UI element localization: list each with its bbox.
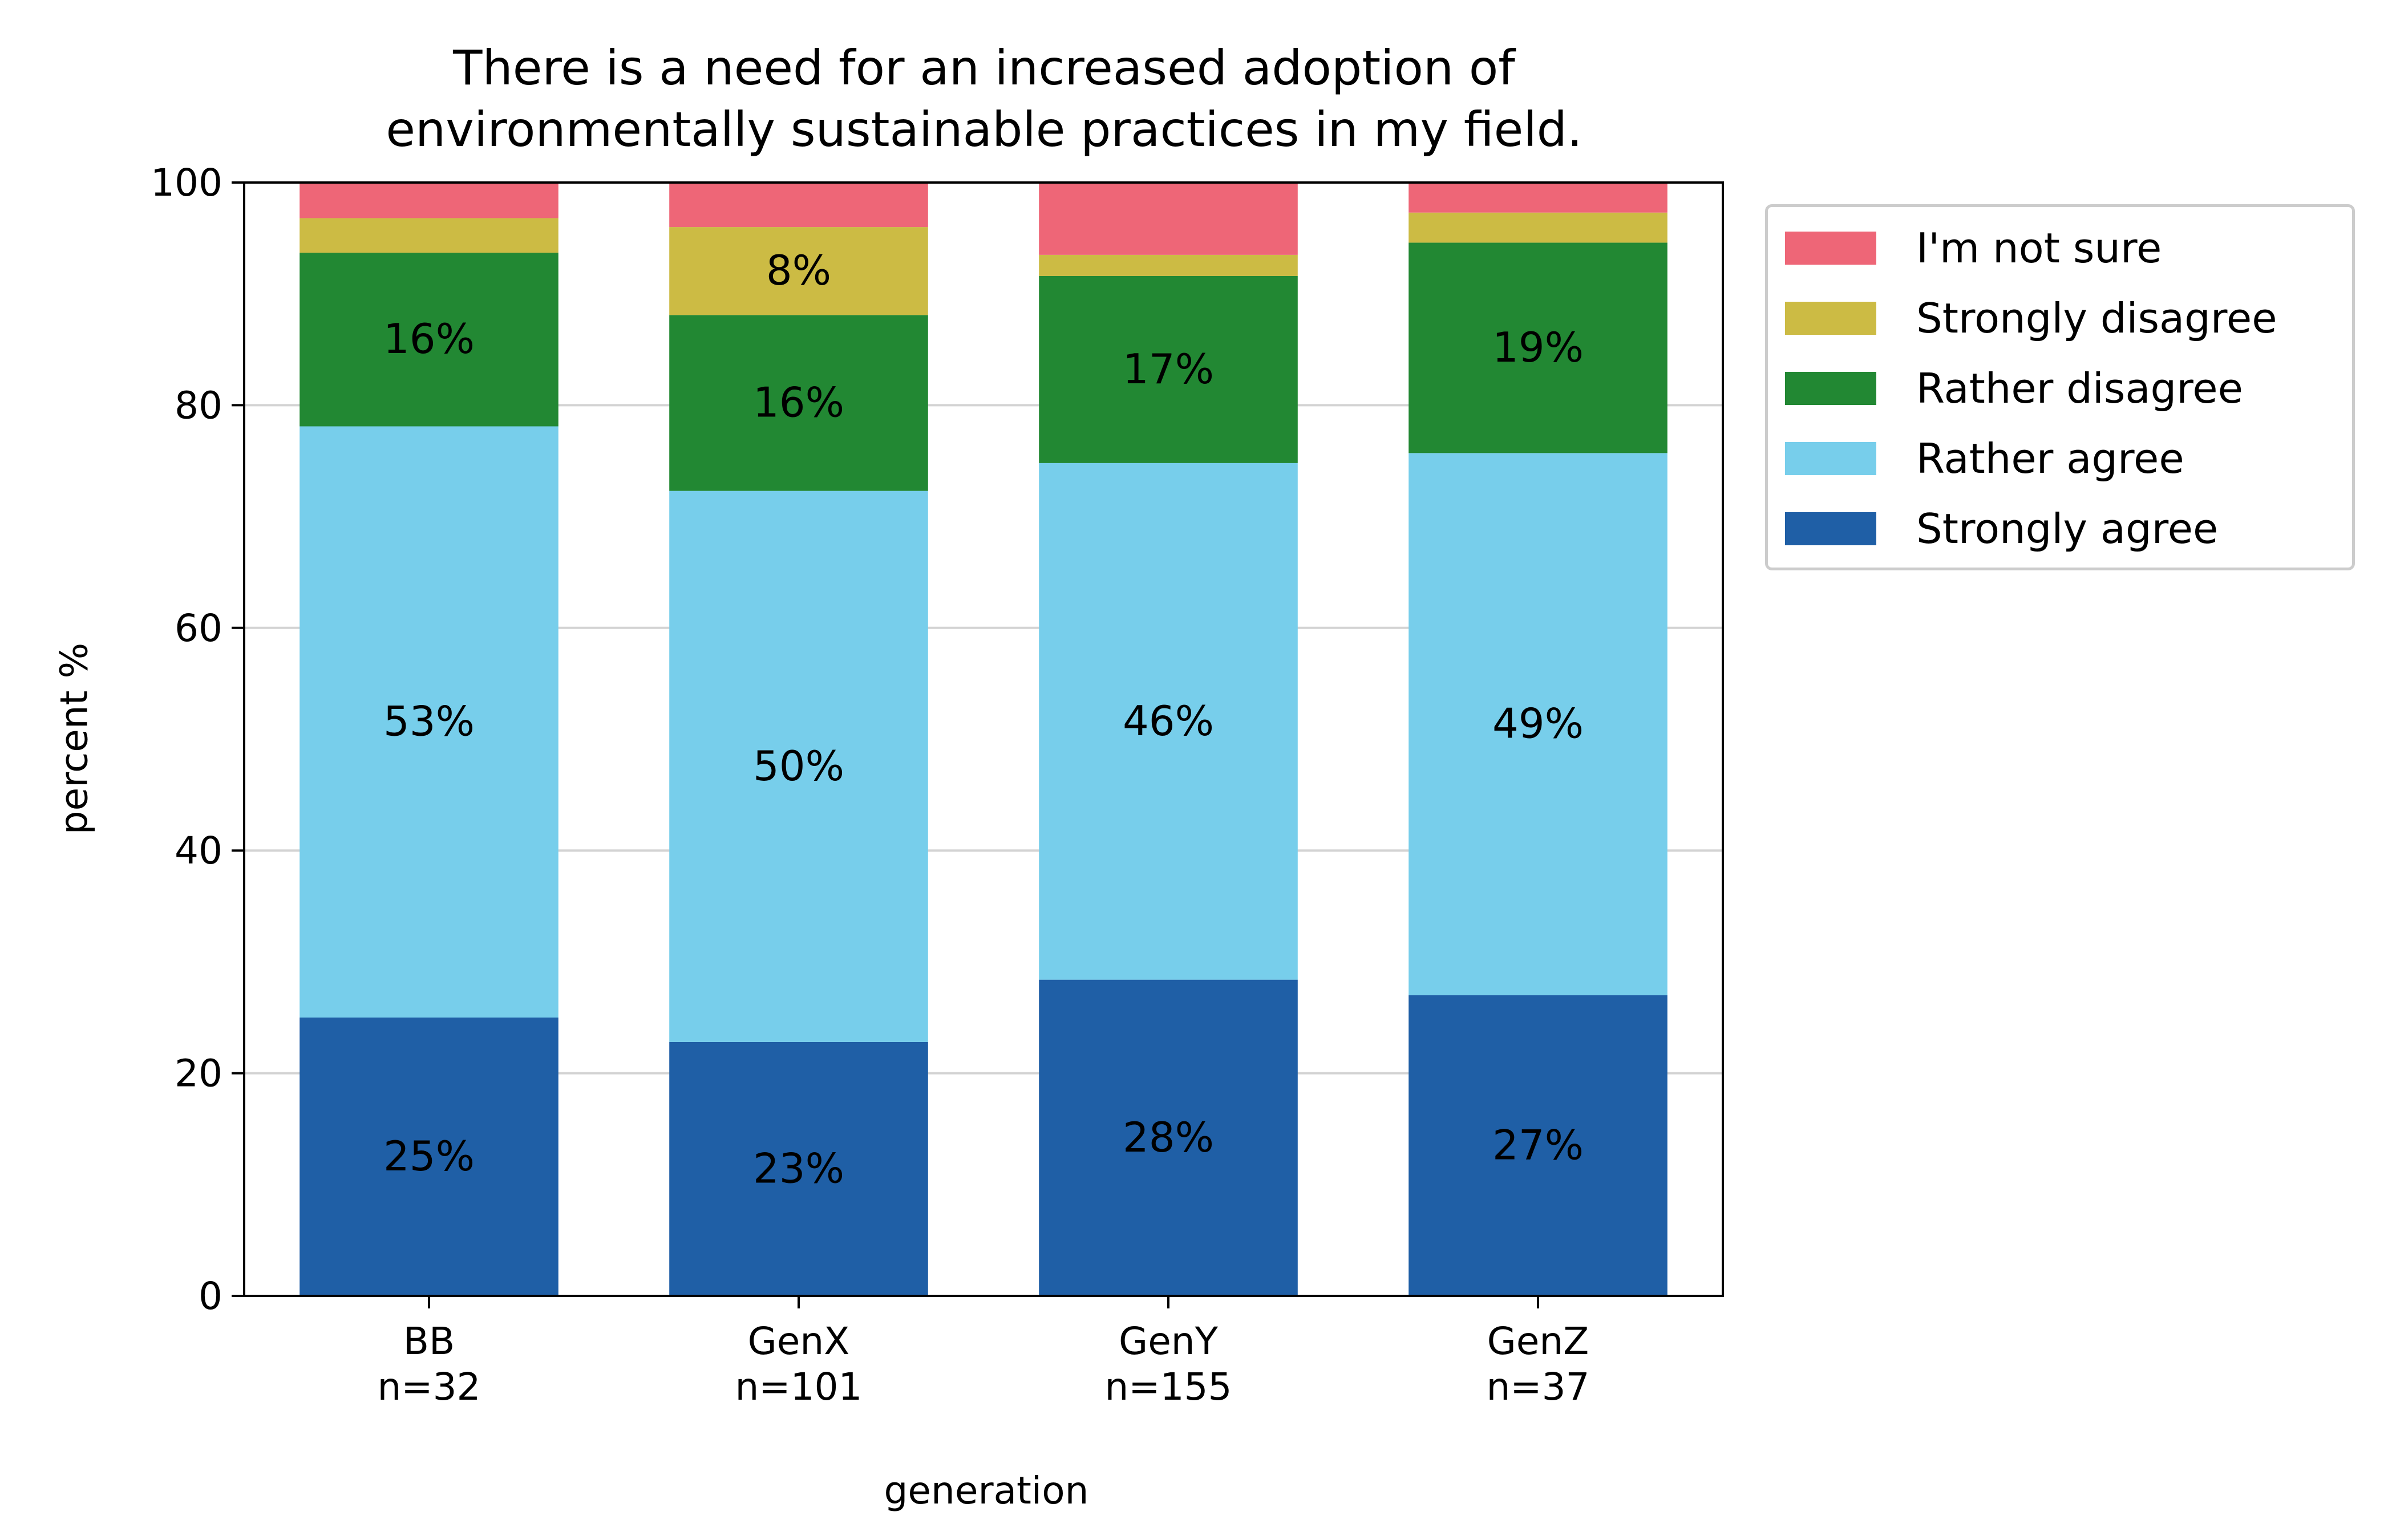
bar-segment: [669, 491, 928, 1042]
bar-segment: [669, 315, 928, 491]
y-tick-label: 20: [175, 1052, 222, 1096]
bar-segment: [1409, 453, 1668, 995]
data-label: 17%: [1123, 345, 1214, 393]
legend-label: Rather agree: [1916, 435, 2184, 483]
bar-segment: [669, 227, 928, 315]
data-label: 27%: [1492, 1121, 1584, 1169]
data-labels: 25% 53% 16% 23% 50% 16% 8% 28% 46% 17% 27% 49% 19%: [383, 246, 1584, 1192]
y-axis-label: percent %: [52, 642, 96, 835]
data-label: 50%: [753, 742, 844, 790]
legend-label: Rather disagree: [1916, 364, 2243, 412]
bar-segment: [300, 426, 558, 1018]
data-label: 16%: [753, 378, 844, 426]
bar-segment: [1409, 183, 1668, 213]
y-tick-label: 100: [151, 161, 222, 205]
data-label: 49%: [1492, 700, 1584, 748]
legend-swatch: [1785, 442, 1876, 475]
chart-title-line-2: environmentally sustainable practices in…: [386, 102, 1583, 157]
bar-segment: [1409, 212, 1668, 243]
legend-item-strongly-agree: Strongly agree: [1785, 505, 2219, 553]
bar-segment: [300, 1018, 558, 1296]
bar-segment: [1039, 979, 1298, 1296]
bar-segment: [1409, 242, 1668, 453]
x-tick-label: GenX: [748, 1319, 850, 1363]
bar-segment: [669, 1041, 928, 1296]
bar-segment: [1039, 275, 1298, 463]
y-tick-label: 0: [199, 1274, 222, 1318]
legend-item-strongly-disagree: Strongly disagree: [1785, 294, 2277, 342]
legend-swatch: [1785, 302, 1876, 335]
data-label: 28%: [1123, 1113, 1214, 1161]
bar-segment: [300, 252, 558, 427]
chart-title: There is a need for an increased adoptio…: [171, 37, 1797, 160]
data-label: 25%: [383, 1132, 475, 1180]
data-label: 19%: [1492, 323, 1584, 371]
legend-swatch: [1785, 372, 1876, 405]
data-label: 23%: [753, 1144, 844, 1192]
chart-title-line-1: There is a need for an increased adoptio…: [453, 40, 1515, 96]
legend-swatch: [1785, 232, 1876, 265]
data-label: 53%: [383, 698, 475, 745]
bar-segment: [669, 183, 928, 228]
data-label: 8%: [766, 246, 831, 294]
legend: I'm not sure Strongly disagree Rather di…: [1765, 204, 2355, 570]
y-tick-label: 60: [175, 606, 222, 650]
legend-item-not-sure: I'm not sure: [1785, 224, 2162, 272]
bar-segment: [1039, 463, 1298, 980]
legend-label: I'm not sure: [1916, 224, 2162, 272]
bars: [300, 183, 1668, 1296]
x-tick-label: GenY: [1119, 1319, 1219, 1363]
bar-segment: [1409, 995, 1668, 1296]
bar-segment: [300, 218, 558, 253]
x-axis-label: generation: [884, 1469, 1089, 1513]
x-tick-label: GenZ: [1487, 1319, 1589, 1363]
y-tick-label: 40: [175, 829, 222, 873]
x-tick-label: BB: [403, 1319, 455, 1363]
data-label: 46%: [1123, 697, 1214, 745]
bar-segment: [1039, 183, 1298, 255]
legend-label: Strongly agree: [1916, 505, 2219, 553]
plot-frame: [243, 181, 1724, 1297]
bar-segment: [1039, 254, 1298, 276]
x-tick-count-label: n=101: [735, 1365, 862, 1409]
x-tick-count-label: n=155: [1104, 1365, 1232, 1409]
legend-label: Strongly disagree: [1916, 294, 2277, 342]
legend-swatch: [1785, 512, 1876, 545]
legend-item-rather-disagree: Rather disagree: [1785, 364, 2243, 412]
bar-segment: [300, 183, 558, 218]
legend-item-rather-agree: Rather agree: [1785, 435, 2184, 483]
x-tick-count-label: n=37: [1486, 1365, 1589, 1409]
y-tick-label: 80: [175, 383, 222, 427]
data-label: 16%: [383, 315, 475, 363]
x-tick-count-label: n=32: [377, 1365, 480, 1409]
